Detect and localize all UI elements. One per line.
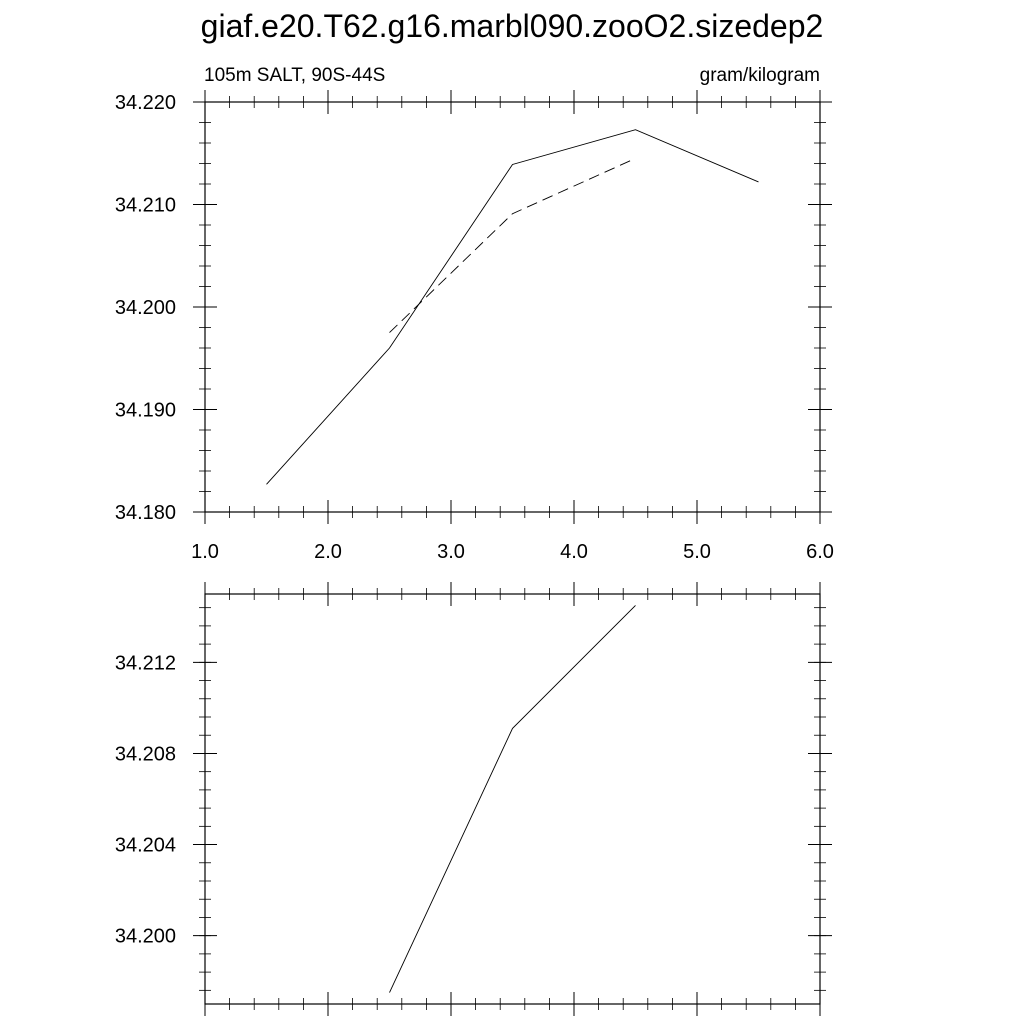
- series-line-dashed: [389, 157, 636, 333]
- plot-frame-2: [204, 593, 821, 1005]
- variable-region-label: 105m SALT, 90S-44S: [204, 65, 386, 86]
- y-tick-label: 34.200: [115, 297, 176, 319]
- y-tick-label: 34.208: [115, 743, 176, 765]
- series-line-solid: [266, 129, 759, 485]
- x-tick-label: 4.0: [560, 541, 588, 563]
- y-tick-label: 34.210: [115, 195, 176, 217]
- y-tick-label: 34.220: [115, 92, 176, 114]
- y-tick-label: 34.200: [115, 926, 176, 948]
- y-tick-label: 34.180: [115, 502, 176, 524]
- y-tick-label: 34.190: [115, 400, 176, 422]
- units-label: gram/kilogram: [699, 65, 820, 86]
- y-tick-label: 34.212: [115, 652, 176, 674]
- chart-title: giaf.e20.T62.g16.marbl090.zooO2.sizedep2: [200, 8, 824, 44]
- x-tick-label: 2.0: [314, 541, 342, 563]
- x-tick-label: 6.0: [806, 541, 834, 563]
- x-tick-label: 1.0: [191, 541, 219, 563]
- series-line-solid: [389, 605, 636, 993]
- y-tick-label: 34.204: [115, 835, 176, 857]
- x-tick-label: 5.0: [683, 541, 711, 563]
- x-tick-label: 3.0: [437, 541, 465, 563]
